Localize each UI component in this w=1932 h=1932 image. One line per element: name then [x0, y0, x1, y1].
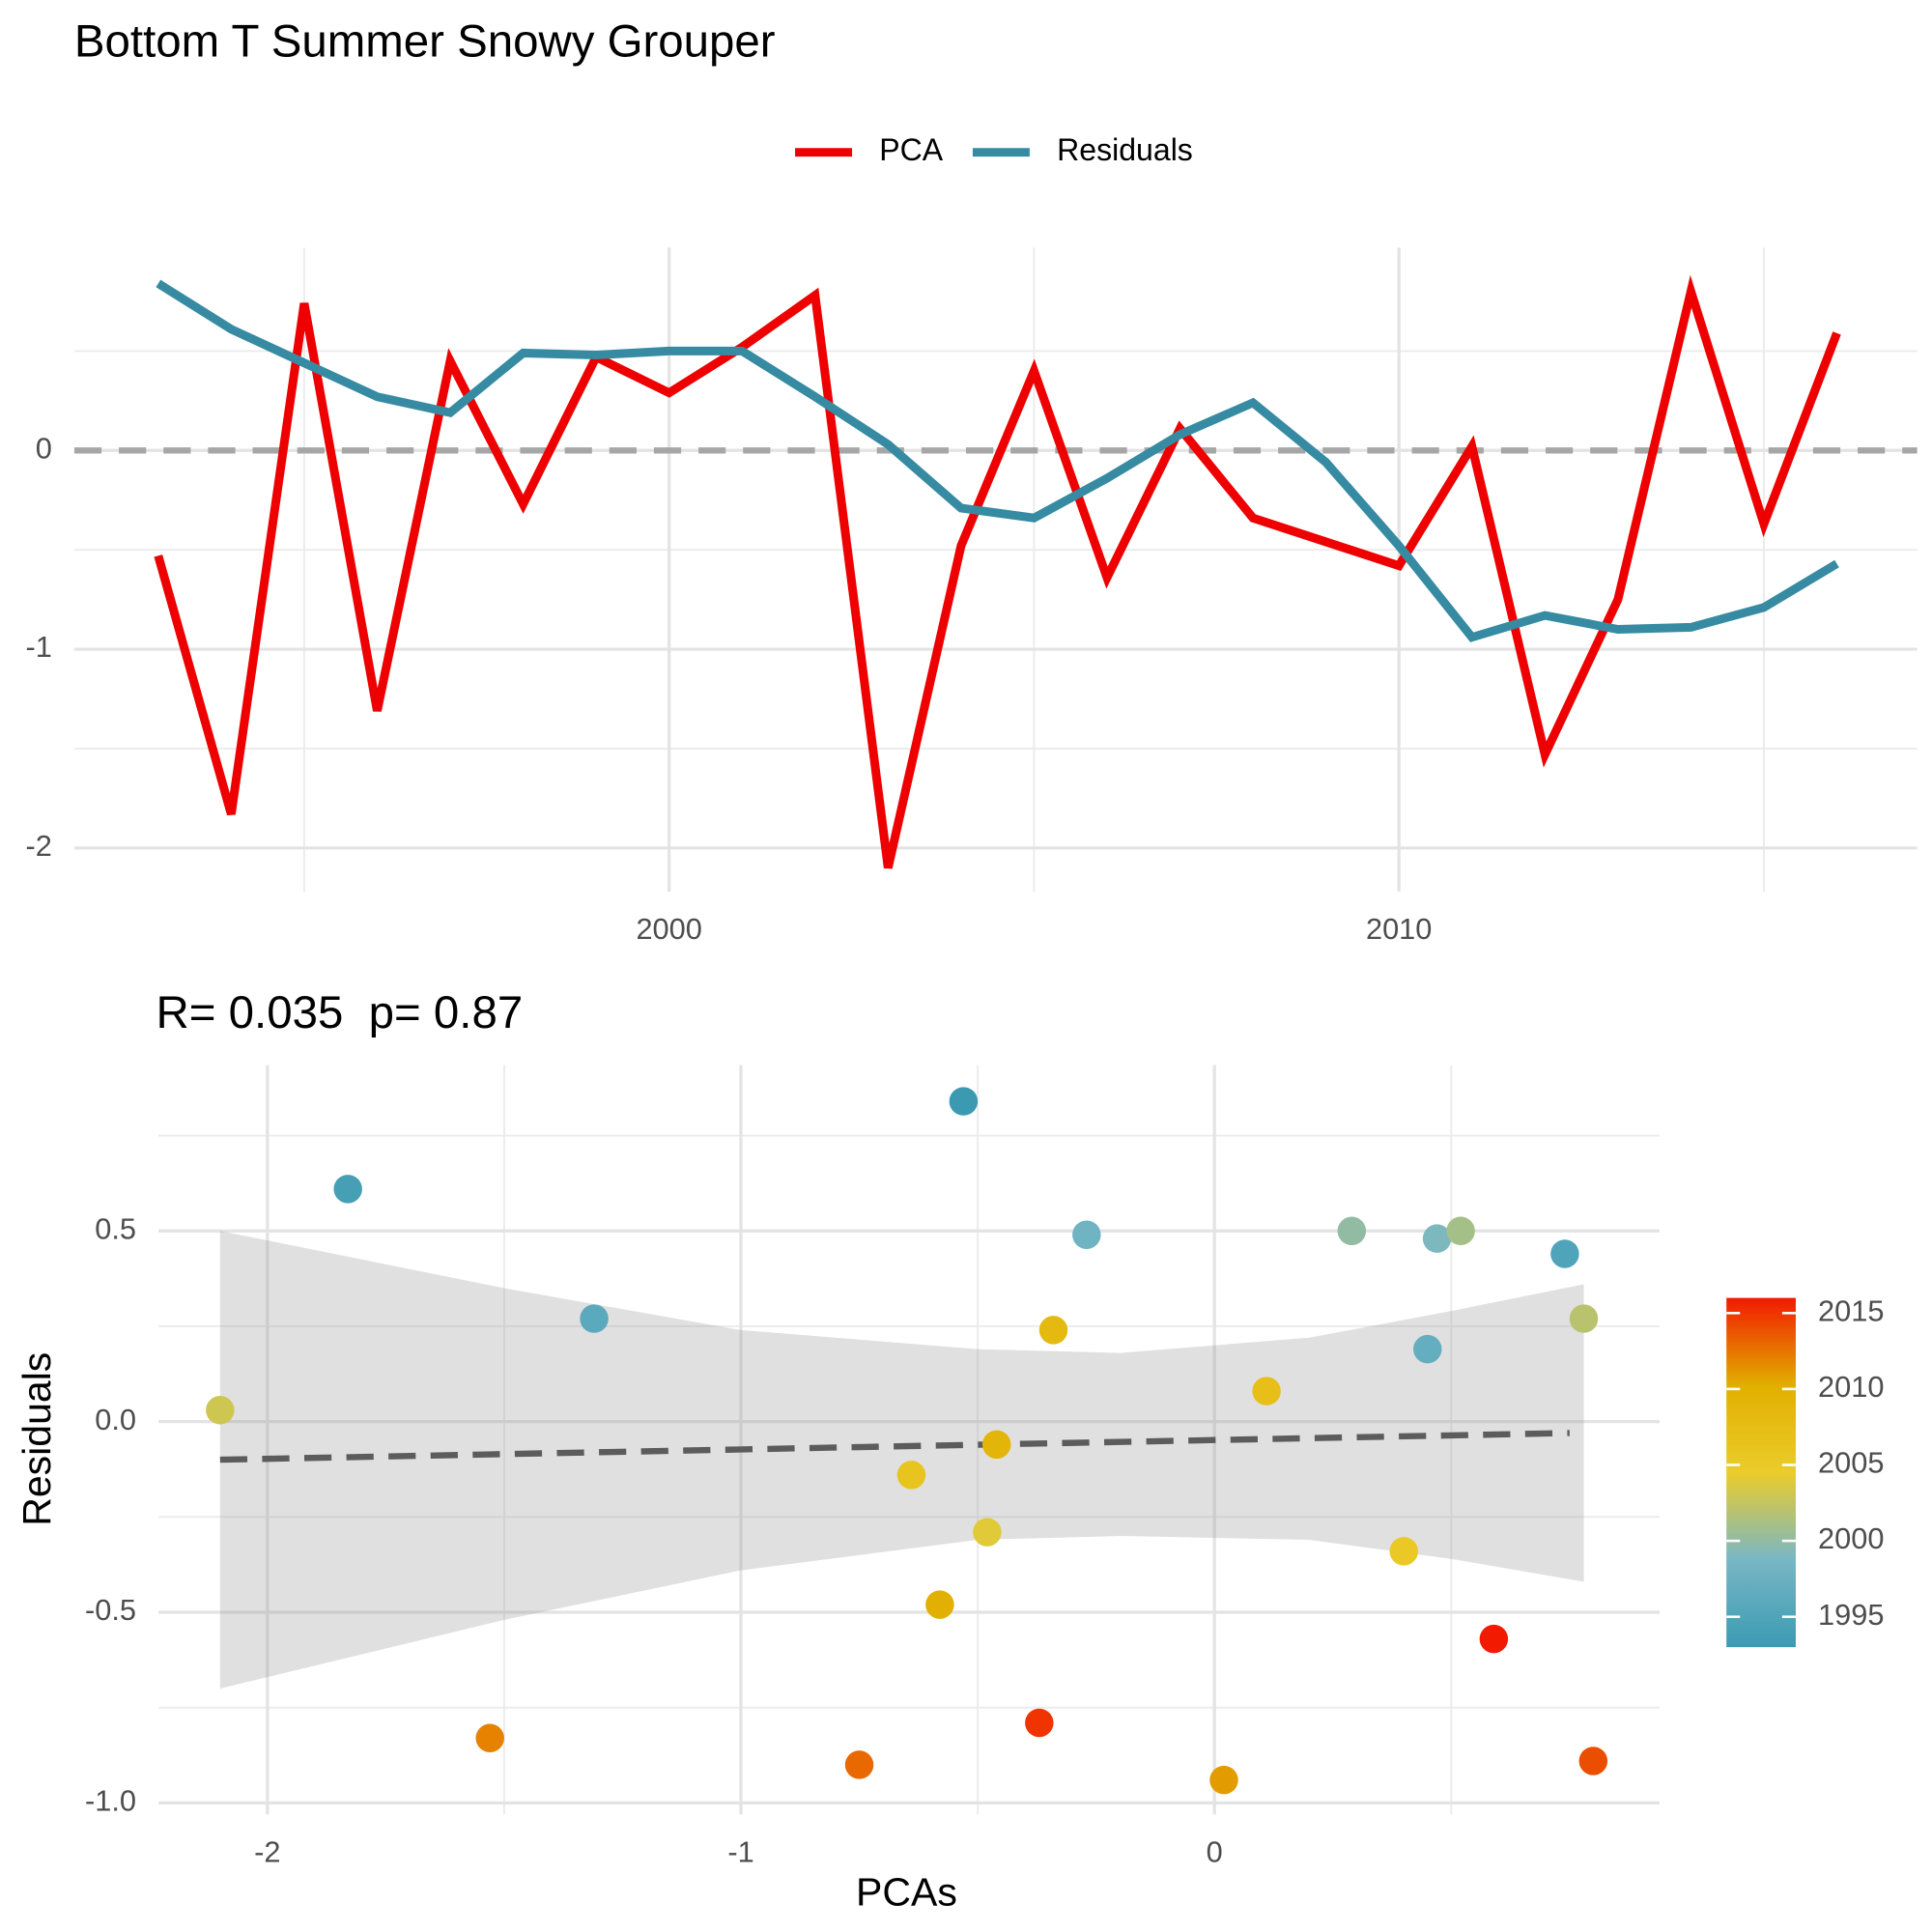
scatter-point: [1479, 1624, 1509, 1654]
x-tick-label: -2: [254, 1834, 280, 1868]
scatter-point: [333, 1175, 362, 1204]
scatter-point: [844, 1750, 874, 1779]
scatter-point: [1550, 1239, 1579, 1268]
y-tick-label: 0.5: [95, 1211, 136, 1245]
scatter-point: [1209, 1765, 1238, 1795]
y-tick-label: -1.0: [85, 1783, 136, 1817]
scatter-point: [1038, 1316, 1068, 1345]
scatter-point: [896, 1461, 926, 1490]
chart-title: Bottom T Summer Snowy Grouper: [74, 16, 776, 68]
legend-label: Residuals: [1057, 132, 1193, 167]
colorbar-label: 2010: [1818, 1370, 1884, 1404]
scatter-point: [949, 1087, 979, 1116]
x-axis-title: PCAs: [856, 1869, 957, 1914]
y-tick-label: 0.0: [95, 1403, 136, 1436]
colorbar-label: 2000: [1818, 1521, 1884, 1555]
y-tick-label: 0: [36, 431, 52, 465]
colorbar-label: 1995: [1818, 1598, 1884, 1632]
colorbar-label: 2015: [1818, 1293, 1884, 1327]
scatter-point: [1025, 1708, 1054, 1738]
x-tick-label: -1: [727, 1834, 753, 1868]
chart-subtitle: R= 0.035 p= 0.87: [156, 987, 524, 1038]
scatter-point: [1389, 1537, 1418, 1566]
x-tick-label: 2000: [636, 912, 701, 946]
confidence-band: [219, 1231, 1584, 1689]
scatter-point: [1252, 1377, 1281, 1406]
scatter-point: [580, 1304, 609, 1333]
scatter-point: [1072, 1220, 1101, 1249]
y-tick-label: -2: [26, 829, 52, 863]
y-axis-title: Residuals: [14, 1352, 59, 1526]
y-tick-label: -0.5: [85, 1593, 136, 1627]
scatter-point: [475, 1723, 504, 1753]
scatter-point: [1337, 1216, 1367, 1246]
fit-line: [219, 1430, 1570, 1463]
colorbar-label: 2005: [1818, 1446, 1884, 1480]
scatter-point: [973, 1518, 1002, 1547]
colorbar: [1726, 1297, 1796, 1648]
x-tick-label: 0: [1207, 1834, 1223, 1868]
scatter-point: [1413, 1334, 1442, 1364]
scatter-point: [1422, 1224, 1452, 1253]
y-tick-label: -1: [26, 630, 52, 664]
legend-label: PCA: [879, 132, 944, 167]
scatter-point: [1446, 1216, 1475, 1246]
scatter-point: [981, 1430, 1011, 1460]
scatter-point: [925, 1590, 954, 1619]
scatter-point: [1578, 1747, 1608, 1776]
scatter-point: [206, 1396, 235, 1425]
series-line: [156, 279, 1839, 642]
x-tick-label: 2010: [1366, 912, 1432, 946]
scatter-point: [1569, 1304, 1599, 1333]
series-line: [154, 274, 1841, 869]
